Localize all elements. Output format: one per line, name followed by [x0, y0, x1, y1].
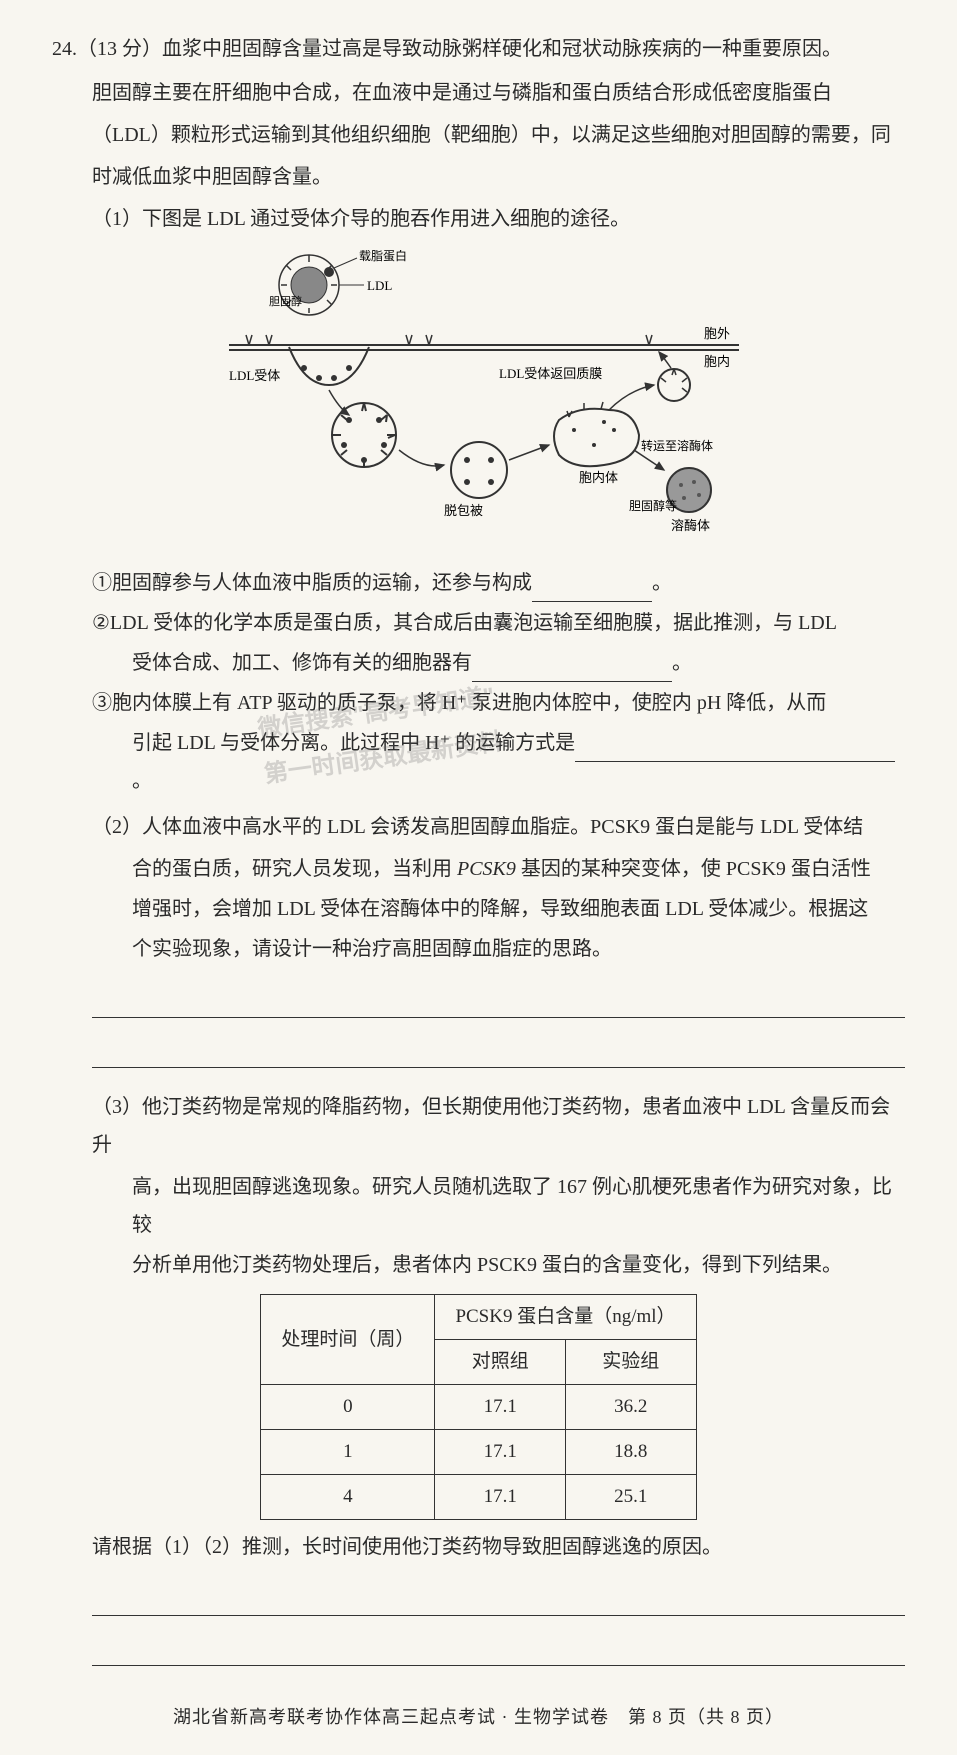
part1-sub2-l2: 受体合成、加工、修饰有关的细胞器有 。	[52, 644, 905, 682]
label-rongmei: 溶酶体	[671, 518, 710, 533]
sub3-text-b: 引起 LDL 与受体分离。此过程中 H⁺ 的运输方式是	[132, 732, 575, 754]
part2-l2-italic: PCSK9	[457, 858, 516, 880]
table-row: 4 17.1 25.1	[261, 1475, 696, 1520]
part1-sub1: ①胆固醇参与人体血液中脂质的运输，还参与构成 。	[52, 564, 905, 602]
part1-sub3-l1: ③胞内体膜上有 ATP 驱动的质子泵，将 H⁺ 泵进胞内体腔中，使腔内 pH 降…	[52, 684, 905, 722]
answer-line-3	[92, 1586, 905, 1616]
answer-line-4	[92, 1636, 905, 1666]
diagram-svg: 载脂蛋白 LDL 胆固醇 胞外 胞内 LDL受体	[209, 250, 749, 550]
part1-sub2-l1: ②LDL 受体的化学本质是蛋白质，其合成后由囊泡运输至细胞膜，据此推测，与 LD…	[52, 604, 905, 642]
cell: 0	[261, 1385, 435, 1430]
cell: 25.1	[566, 1475, 697, 1520]
page-footer: 湖北省新高考联考协作体高三起点考试 · 生物学试卷 第 8 页（共 8 页）	[52, 1700, 905, 1734]
answer-line-2	[92, 1038, 905, 1068]
th-time: 处理时间（周）	[261, 1295, 435, 1385]
question-header: 24.（13 分）血浆中胆固醇含量过高是导致动脉粥样硬化和冠状动脉疾病的一种重要…	[52, 30, 905, 68]
part2-l2-tail: 基因的某种突变体，使 PCSK9 蛋白活性	[516, 858, 871, 880]
label-danguchun: 胆固醇	[269, 294, 302, 308]
cell: 4	[261, 1475, 435, 1520]
cell: 18.8	[566, 1430, 697, 1475]
label-zhuanyun: 转运至溶酶体	[641, 438, 713, 453]
ldl-diagram: 载脂蛋白 LDL 胆固醇 胞外 胞内 LDL受体	[209, 250, 749, 550]
part2-l1: （2）人体血液中高水平的 LDL 会诱发高胆固醇血脂症。PCSK9 蛋白是能与 …	[52, 808, 905, 846]
label-ldl: LDL	[367, 278, 392, 293]
label-baoneiti: 胞内体	[579, 470, 618, 485]
intro-line4: 时减低血浆中胆固醇含量。	[52, 158, 905, 196]
question-number: 24.（13 分）	[52, 38, 162, 60]
sub1-text-b: 。	[652, 572, 672, 594]
part2-l3: 增强时，会增加 LDL 受体在溶酶体中的降解，导致细胞表面 LDL 受体减少。根…	[52, 890, 905, 928]
pcsk9-table: 处理时间（周） PCSK9 蛋白含量（ng/ml） 对照组 实验组 0 17.1…	[260, 1294, 696, 1520]
label-danguchun2: 胆固醇等	[629, 498, 677, 513]
th-pcsk9: PCSK9 蛋白含量（ng/ml）	[435, 1295, 696, 1340]
label-tuobao: 脱包被	[444, 503, 483, 518]
intro-line2: 胆固醇主要在肝细胞中合成，在血液中是通过与磷脂和蛋白质结合形成低密度脂蛋白	[52, 74, 905, 112]
label-baowai: 胞外	[704, 326, 730, 341]
part2-l2-a: 合的蛋白质，研究人员发现，当利用	[132, 858, 457, 880]
label-baonei: 胞内	[704, 354, 730, 369]
cell: 36.2	[566, 1385, 697, 1430]
part1-header: （1）下图是 LDL 通过受体介导的胞吞作用进入细胞的途径。	[52, 200, 905, 238]
intro-line3: （LDL）颗粒形式运输到其他组织细胞（靶细胞）中，以满足这些细胞对胆固醇的需要，…	[52, 116, 905, 154]
cell: 17.1	[435, 1385, 566, 1430]
intro-line1: 血浆中胆固醇含量过高是导致动脉粥样硬化和冠状动脉疾病的一种重要原因。	[162, 38, 842, 60]
label-ldl-return: LDL受体返回质膜	[499, 366, 602, 381]
sub2-text-c: 。	[672, 652, 692, 674]
blank-1	[532, 580, 652, 602]
th-ctrl: 对照组	[435, 1340, 566, 1385]
part2-l4: 个实验现象，请设计一种治疗高胆固醇血脂症的思路。	[52, 930, 905, 968]
part3-l1: （3）他汀类药物是常规的降脂药物，但长期使用他汀类药物，患者血液中 LDL 含量…	[52, 1088, 905, 1164]
part3-l3: 分析单用他汀类药物处理后，患者体内 PSCK9 蛋白的含量变化，得到下列结果。	[52, 1246, 905, 1284]
part3-l2: 高，出现胆固醇逃逸现象。研究人员随机选取了 167 例心肌梗死患者作为研究对象，…	[52, 1168, 905, 1244]
cell: 1	[261, 1430, 435, 1475]
part2-l2: 合的蛋白质，研究人员发现，当利用 PCSK9 基因的某种突变体，使 PCSK9 …	[52, 850, 905, 888]
part1-sub3-l2: 引起 LDL 与受体分离。此过程中 H⁺ 的运输方式是。	[52, 724, 905, 800]
table-row: 0 17.1 36.2	[261, 1385, 696, 1430]
blank-3	[575, 740, 895, 762]
th-exp: 实验组	[566, 1340, 697, 1385]
table-row: 1 17.1 18.8	[261, 1430, 696, 1475]
cell: 17.1	[435, 1475, 566, 1520]
sub2-text-b: 受体合成、加工、修饰有关的细胞器有	[132, 652, 472, 674]
blank-2	[472, 660, 672, 682]
label-ldl-receptor: LDL受体	[229, 368, 280, 383]
answer-line-1	[92, 988, 905, 1018]
sub3-text-c: 。	[132, 770, 152, 792]
sub1-text-a: ①胆固醇参与人体血液中脂质的运输，还参与构成	[92, 572, 532, 594]
label-zaizhi: 载脂蛋白	[359, 250, 407, 263]
cell: 17.1	[435, 1430, 566, 1475]
part3-conclusion: 请根据（1）（2）推测，长时间使用他汀类药物导致胆固醇逃逸的原因。	[52, 1528, 905, 1566]
